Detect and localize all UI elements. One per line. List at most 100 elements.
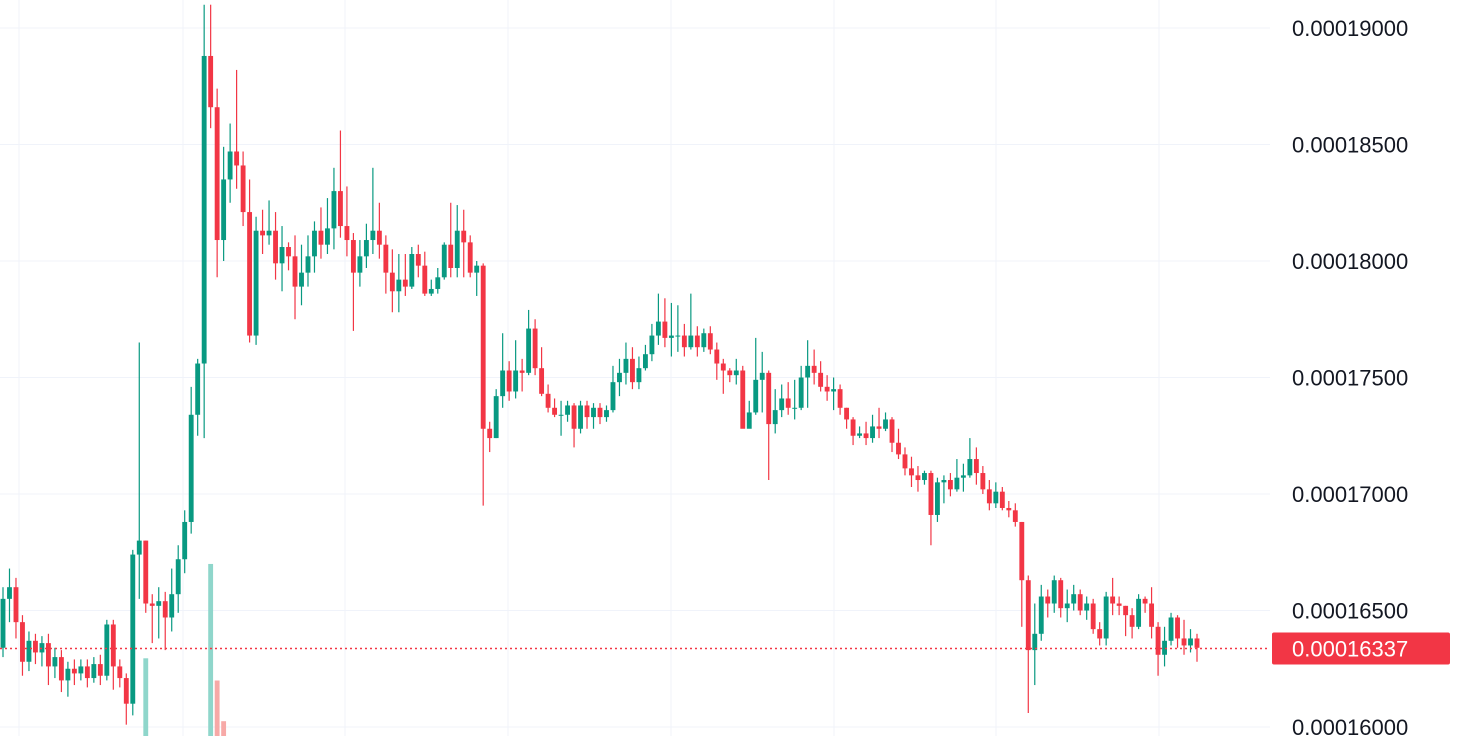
candle [617, 358, 622, 397]
candle [604, 405, 609, 422]
candle [818, 361, 824, 392]
price-axis[interactable]: 0.00019000 0.00018500 0.00018000 0.00017… [1292, 16, 1408, 736]
candle-body [1116, 603, 1122, 606]
candle-body [824, 386, 830, 392]
candle [1110, 577, 1116, 616]
candle [688, 293, 694, 350]
candle-body [318, 230, 324, 245]
candle [753, 337, 759, 415]
candle-body [363, 240, 369, 257]
candle [857, 426, 862, 439]
candle-body [688, 335, 694, 348]
candle-body [941, 480, 947, 483]
candle-body [376, 230, 382, 245]
candle [1175, 615, 1180, 648]
candle [305, 235, 311, 287]
candle [1168, 612, 1174, 646]
candle-body [1097, 629, 1103, 639]
candle [779, 384, 785, 418]
candle [922, 470, 927, 485]
candle-body [960, 475, 966, 478]
candle [7, 568, 12, 623]
candle-body [65, 668, 71, 681]
candle-body [156, 601, 162, 606]
candle [1058, 577, 1064, 618]
candle-body [13, 587, 19, 623]
candle-body [662, 321, 668, 338]
candle [766, 370, 772, 481]
candle-body [214, 107, 220, 241]
candle-body [915, 475, 921, 481]
volume-bars [143, 563, 227, 736]
candle [1090, 598, 1096, 634]
candle [260, 209, 265, 255]
candle-body [26, 640, 32, 662]
candle [240, 151, 246, 227]
candle-body [928, 473, 934, 515]
candle [707, 326, 713, 355]
candle [1084, 596, 1090, 620]
candle-body [188, 414, 194, 522]
candle-body [1025, 580, 1031, 651]
candle-body [980, 473, 986, 490]
candle [474, 261, 480, 296]
candle [1155, 622, 1161, 676]
candle-body [195, 363, 201, 415]
candle-body [1090, 603, 1096, 630]
candle-body [707, 333, 713, 350]
candle-body [396, 279, 402, 292]
candle [694, 326, 700, 357]
candle [630, 347, 635, 390]
candle-body [935, 482, 940, 515]
candle-body [1103, 596, 1109, 639]
candle [363, 223, 369, 268]
candle [487, 421, 493, 453]
candle-body [260, 230, 265, 236]
candle [947, 473, 953, 497]
candle [909, 456, 914, 488]
candle [850, 417, 856, 446]
candle [642, 344, 648, 371]
candle [247, 179, 253, 343]
candle [1129, 608, 1135, 639]
candle-body [844, 407, 850, 420]
candle [467, 235, 473, 278]
candle-body [1058, 580, 1064, 609]
candle-body [993, 491, 999, 504]
candle-body [642, 354, 648, 369]
candle [318, 207, 324, 259]
candle [1045, 589, 1051, 618]
candle-body [71, 668, 77, 674]
candle-body [1149, 603, 1155, 627]
candle [681, 323, 687, 357]
volume-bar [221, 721, 227, 736]
candle [169, 568, 175, 632]
candle [26, 631, 32, 672]
candle [1038, 584, 1044, 641]
candle-body [610, 382, 616, 411]
candle [1032, 603, 1038, 686]
candle [493, 389, 499, 439]
candle [480, 263, 486, 506]
candle [1097, 622, 1103, 646]
candle-body [857, 433, 862, 436]
candle [279, 226, 285, 292]
candle-body [681, 335, 687, 348]
candle [500, 333, 506, 408]
price-tick-0: 0.00019000 [1292, 16, 1408, 41]
candle-body [402, 279, 408, 287]
candle-body [759, 372, 765, 380]
candle [733, 358, 739, 385]
candle-body [967, 459, 973, 476]
candle-body [253, 230, 259, 336]
candle-body [733, 370, 739, 376]
price-tick-5: 0.00016500 [1292, 599, 1408, 624]
candle [759, 351, 765, 413]
candle-body [1181, 638, 1187, 646]
candle [824, 375, 830, 401]
candle [78, 659, 84, 681]
candle-body [1123, 605, 1129, 616]
candle-body [292, 256, 298, 287]
candle [234, 69, 240, 189]
